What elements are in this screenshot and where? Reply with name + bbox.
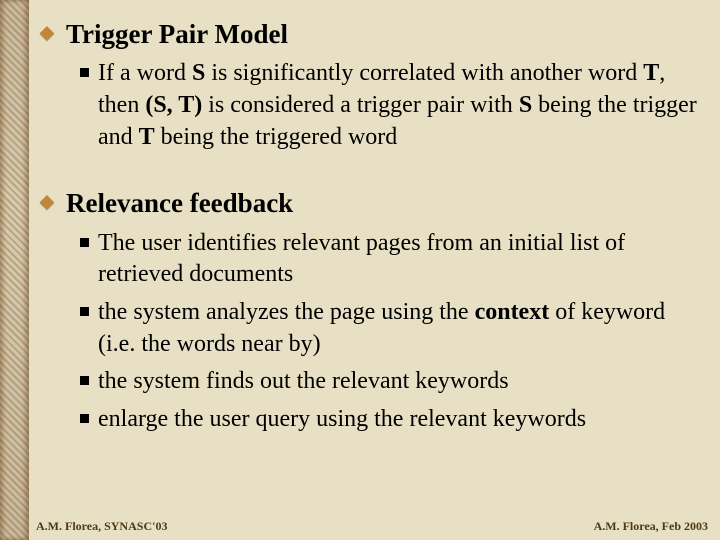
footer-right: A.M. Florea, Feb 2003 [594,519,708,534]
bullet-item: enlarge the user query using the relevan… [40,404,700,436]
bold-text: T [139,124,155,150]
bold-text: T [643,60,659,86]
text-run: the system analyzes the page using the [98,299,475,325]
text-run: being the triggered word [155,124,398,150]
bullet-item: the system analyzes the page using the c… [40,297,700,360]
section-gap [40,159,700,187]
bold-text: S [519,92,532,118]
bullet-item: If a word S is significantly correlated … [40,58,700,153]
text-run: is significantly correlated with another… [205,60,643,86]
text-run: is considered a trigger pair with [202,92,519,118]
bullet-item: the system finds out the relevant keywor… [40,366,700,398]
text-run: If a word [98,60,192,86]
bold-text: S [192,60,205,86]
text-run: The user identifies relevant pages from … [98,230,625,288]
decorative-left-border [0,0,29,540]
bold-text: context [475,299,550,325]
slide: Trigger Pair Model If a word S is signifi… [0,0,720,540]
section-title: Trigger Pair Model [40,18,700,50]
bold-text: (S, T) [145,92,202,118]
text-run: the system finds out the relevant keywor… [98,368,509,394]
text-run: enlarge the user query using the relevan… [98,406,586,432]
footer-left: A.M. Florea, SYNASC'03 [36,519,167,534]
bullet-item: The user identifies relevant pages from … [40,228,700,291]
section-title: Relevance feedback [40,187,700,219]
slide-content: Trigger Pair Model If a word S is signifi… [40,18,700,500]
